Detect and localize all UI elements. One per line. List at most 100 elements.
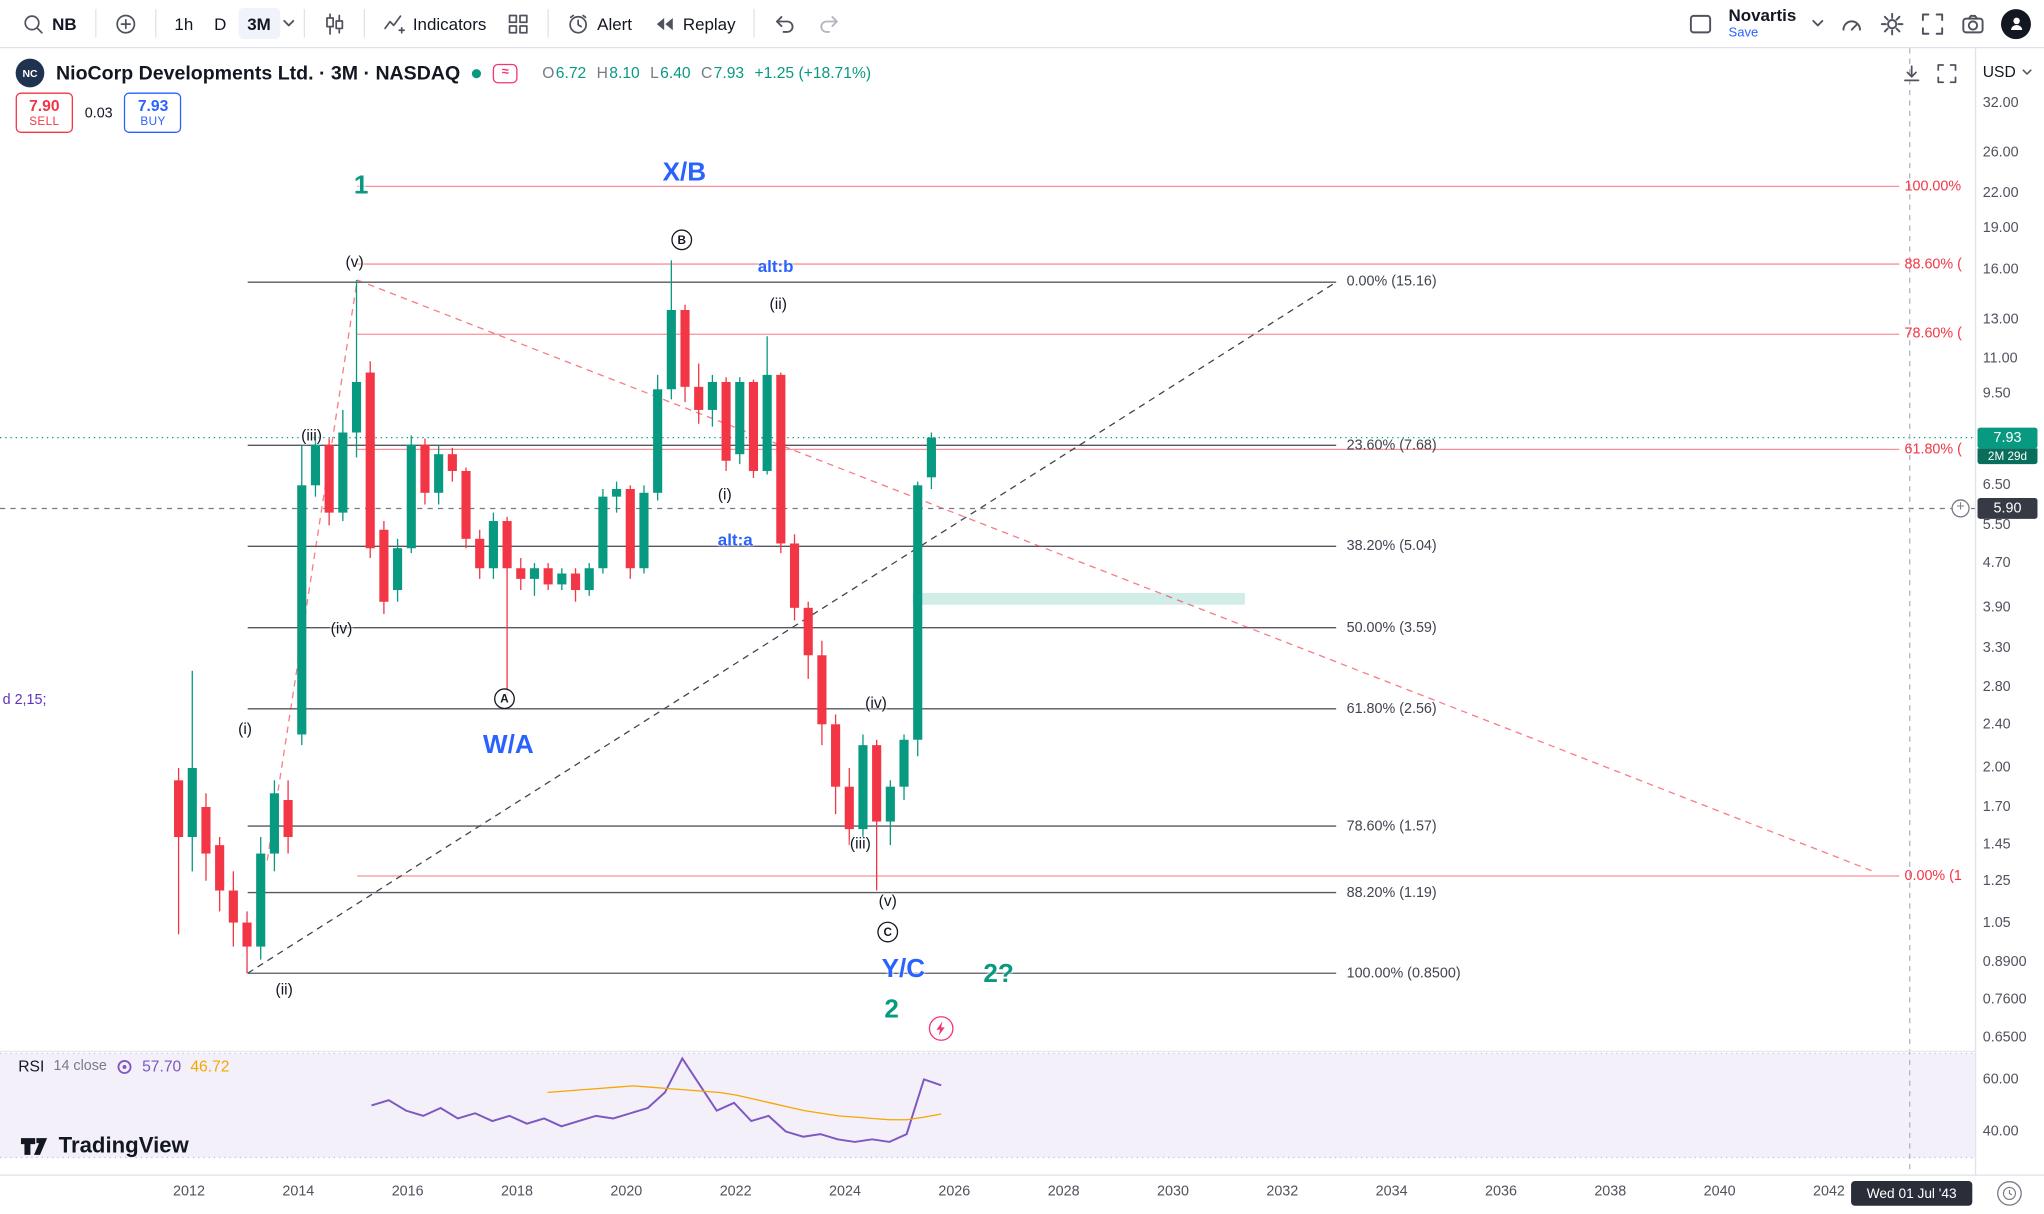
fib-red-level-label[interactable]: 100.00% xyxy=(1904,178,1962,195)
indicators-button[interactable]: Indicators xyxy=(374,5,496,41)
symbol-search-text: NB xyxy=(52,13,77,34)
tradingview-brand-text: TradingView xyxy=(58,1132,189,1158)
price-tick: 2.00 xyxy=(1982,760,2011,776)
sell-button[interactable]: 7.90 SELL xyxy=(15,92,73,133)
indicator-templates-button[interactable] xyxy=(498,5,538,41)
wave-label[interactable]: (ii) xyxy=(769,294,787,313)
candle-body xyxy=(475,538,485,569)
scroll-to-recent-icon[interactable] xyxy=(1901,63,1923,85)
wave-label[interactable]: (i) xyxy=(717,484,732,504)
wave-label[interactable]: (iv) xyxy=(865,693,887,712)
user-avatar[interactable] xyxy=(2000,8,2031,39)
wave-label[interactable]: (v) xyxy=(878,891,897,910)
wave-label[interactable]: W/A xyxy=(483,730,534,760)
price-tick: 1.45 xyxy=(1982,837,2011,853)
fib-level-label[interactable]: 23.60% (7.68) xyxy=(1346,437,1437,454)
wave-label[interactable]: 1 xyxy=(353,171,369,201)
tradingview-logo[interactable]: TradingView xyxy=(20,1132,189,1159)
wave-label[interactable]: (iv) xyxy=(330,619,353,638)
fib-level-label[interactable]: 38.20% (5.04) xyxy=(1346,538,1437,555)
timeframe-3m-active[interactable]: 3M xyxy=(238,7,280,40)
timeframe-1d[interactable]: D xyxy=(214,13,227,34)
candle-body xyxy=(625,489,635,569)
candle-body xyxy=(858,745,868,830)
wave-label[interactable]: X/B xyxy=(662,158,707,188)
fib-level-label[interactable]: 50.00% (3.59) xyxy=(1346,619,1437,636)
fib-level-label[interactable]: 0.00% (15.16) xyxy=(1346,274,1437,290)
open-value: 6.72 xyxy=(555,63,587,83)
candle-body xyxy=(913,485,923,740)
year-tick: 2024 xyxy=(829,1183,861,1200)
maximize-pane-icon[interactable] xyxy=(1936,63,1958,85)
fib-level-label[interactable]: 88.20% (1.19) xyxy=(1346,884,1437,901)
currency-selector[interactable]: USD xyxy=(1983,63,2033,81)
undo-button[interactable] xyxy=(764,5,806,41)
rsi-pane-separator[interactable] xyxy=(0,1050,1975,1052)
candle-body xyxy=(174,780,184,838)
alert-button[interactable]: Alert xyxy=(558,5,641,41)
decline-trendline[interactable] xyxy=(356,279,1874,872)
top-toolbar: NB 1h D 3M Indicators Alert Replay xyxy=(0,0,2044,49)
symbol-title[interactable]: NioCorp Developments Ltd. · 3M · NASDAQ xyxy=(56,61,461,85)
impulse-trendline[interactable] xyxy=(266,279,358,861)
wave-label[interactable]: alt:b xyxy=(757,256,794,276)
layout-panel-icon[interactable] xyxy=(1688,11,1713,36)
rsi-ma-line xyxy=(547,1085,942,1121)
wave-label[interactable]: (iii) xyxy=(849,834,871,853)
wave-label[interactable]: 2? xyxy=(983,960,1014,989)
year-tick: 2040 xyxy=(1703,1183,1736,1200)
wave-label[interactable]: A xyxy=(494,688,515,710)
wave-label[interactable]: B xyxy=(671,229,693,251)
chevron-down-icon[interactable] xyxy=(282,19,294,28)
price-tick: 22.00 xyxy=(1982,185,2019,201)
settings-gear-icon[interactable] xyxy=(1880,11,1905,36)
wave-label[interactable]: C xyxy=(877,921,899,943)
candle-body xyxy=(872,745,882,822)
fib-red-level-label[interactable]: 0.00% (1 xyxy=(1904,868,1962,884)
fullscreen-icon[interactable] xyxy=(1920,11,1945,36)
trade-panel: 7.90 SELL 0.03 7.93 BUY xyxy=(15,92,182,133)
fib-red-level-label[interactable]: 88.60% ( xyxy=(1904,256,1962,272)
toolbar-right-group: Novartis Save xyxy=(1688,5,2031,41)
data-mode-icon[interactable]: ≈ xyxy=(492,63,518,83)
camera-snapshot-icon[interactable] xyxy=(1961,11,1986,36)
candle-body xyxy=(201,806,211,854)
wave-label[interactable]: (iii) xyxy=(301,426,322,445)
layout-name-button[interactable]: Novartis Save xyxy=(1728,5,1796,41)
year-tick: 2032 xyxy=(1266,1183,1299,1200)
add-alert-plus-icon[interactable]: + xyxy=(1951,499,1970,518)
fib-red-level-label[interactable]: 78.60% ( xyxy=(1904,326,1962,343)
wave-label[interactable]: (ii) xyxy=(275,980,293,999)
fib-level-label[interactable]: 78.60% (1.57) xyxy=(1346,818,1437,834)
symbol-logo: NC xyxy=(15,58,45,88)
save-link[interactable]: Save xyxy=(1728,25,1759,41)
wave-label[interactable]: (v) xyxy=(345,252,364,272)
symbol-search-button[interactable]: NB xyxy=(13,5,86,41)
timeframe-1h[interactable]: 1h xyxy=(174,13,194,34)
flash-boost-icon[interactable] xyxy=(928,1016,954,1041)
chart-type-button[interactable] xyxy=(314,5,354,41)
rsi-settings-icon[interactable] xyxy=(116,1058,133,1075)
redo-button[interactable] xyxy=(809,5,851,41)
price-tick: 2.80 xyxy=(1982,679,2011,696)
candle-body xyxy=(269,793,279,854)
indicators-icon xyxy=(383,14,405,33)
candlestick-icon xyxy=(325,12,343,35)
compare-add-button[interactable] xyxy=(105,5,145,41)
fib-level-label[interactable]: 61.80% (2.56) xyxy=(1346,700,1437,717)
fib-level-label[interactable]: 100.00% (0.8500) xyxy=(1346,965,1461,982)
fib-red-level-label[interactable]: 61.80% ( xyxy=(1904,441,1962,458)
replay-button[interactable]: Replay xyxy=(644,5,745,41)
wave-label[interactable]: (i) xyxy=(238,719,253,738)
chevron-down-icon[interactable] xyxy=(1812,19,1824,28)
wave-label[interactable]: 2 xyxy=(884,995,899,1024)
timezone-clock-button[interactable] xyxy=(1997,1181,2022,1206)
wave-label[interactable]: alt:a xyxy=(717,529,753,550)
buy-button[interactable]: 7.93 BUY xyxy=(124,92,182,133)
fib-base-trendline[interactable] xyxy=(247,281,1337,974)
highlight-zone[interactable] xyxy=(912,592,1245,605)
performance-gauge-icon[interactable] xyxy=(1839,11,1864,36)
wave-label[interactable]: Y/C xyxy=(881,954,926,984)
rsi-legend[interactable]: RSI 14 close 57.70 46.72 xyxy=(18,1057,229,1075)
